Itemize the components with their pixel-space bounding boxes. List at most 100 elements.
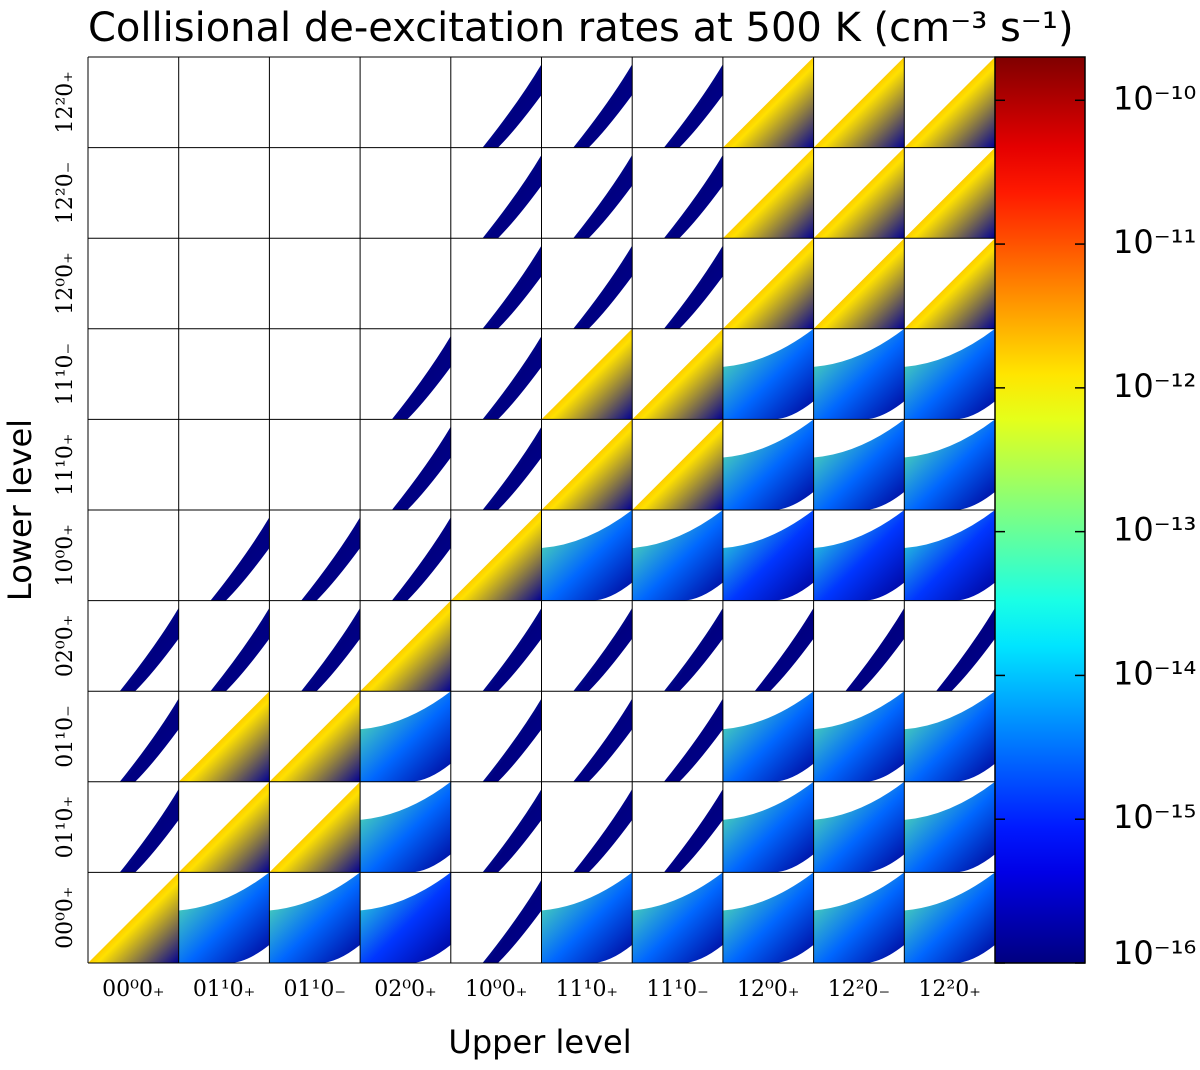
heat-cell xyxy=(722,238,814,329)
y-tick-label: 12²0₋ xyxy=(53,162,78,224)
x-tick-label: 12⁰0₊ xyxy=(737,977,799,1002)
heat-cell xyxy=(722,328,814,420)
x-tick-label: 11¹0₋ xyxy=(646,977,708,1002)
heat-cell xyxy=(632,419,723,510)
heat-cell xyxy=(663,607,723,692)
y-axis-label: Lower level xyxy=(1,419,39,601)
x-tick-label: 01¹0₋ xyxy=(284,977,346,1002)
heat-cell xyxy=(541,872,633,963)
heat-cell xyxy=(904,872,995,963)
heat-cell xyxy=(360,691,451,782)
x-tick-label: 10⁰0₊ xyxy=(465,977,527,1002)
heat-cell xyxy=(813,419,905,510)
y-tick-label: 01¹0₋ xyxy=(53,705,78,767)
heat-cell xyxy=(573,698,633,782)
heat-cell xyxy=(573,245,633,329)
heat-cell xyxy=(482,245,542,329)
heat-cell xyxy=(813,238,905,329)
colorbar-tick-label: 10⁻¹⁵ xyxy=(1113,798,1196,836)
heat-cell xyxy=(178,691,270,782)
colorbar xyxy=(994,56,1086,964)
y-tick-label: 00⁰0₊ xyxy=(53,886,78,948)
heat-cell xyxy=(904,328,995,420)
heat-cell xyxy=(360,872,451,963)
x-axis-label: Upper level xyxy=(448,1023,631,1061)
heat-cell xyxy=(482,154,542,239)
heat-cell xyxy=(573,154,633,239)
heat-cell xyxy=(88,872,179,963)
heat-cell xyxy=(722,57,814,148)
heat-cell xyxy=(178,872,270,963)
heat-cell xyxy=(391,336,451,420)
heat-cell xyxy=(450,510,542,601)
heat-cell xyxy=(722,419,814,510)
heat-cell xyxy=(722,781,814,873)
heat-cell xyxy=(482,789,542,873)
heat-cell xyxy=(360,781,451,873)
heat-cell xyxy=(722,872,814,963)
heat-cell xyxy=(632,328,723,420)
heat-cell xyxy=(813,872,905,963)
heat-cell xyxy=(210,517,270,601)
heat-cell xyxy=(360,600,451,692)
heat-cell xyxy=(813,57,905,148)
heat-cell xyxy=(663,154,723,239)
heat-cell xyxy=(541,328,633,420)
x-tick-label: 12²0₋ xyxy=(828,977,890,1002)
heat-cell xyxy=(722,147,814,239)
heat-cell xyxy=(904,781,995,873)
heat-cell xyxy=(663,698,723,782)
x-tick-label: 12²0₊ xyxy=(918,977,980,1002)
y-tick-label: 10⁰0₊ xyxy=(53,524,78,586)
heat-cell xyxy=(663,789,723,873)
heat-cell xyxy=(210,607,270,692)
heat-cell xyxy=(813,147,905,239)
heat-cell xyxy=(482,698,542,782)
colorbar-tick-label: 10⁻¹¹ xyxy=(1113,223,1196,261)
y-tick-label: 01¹0₊ xyxy=(53,796,78,858)
heat-cell xyxy=(904,691,995,782)
heat-cell xyxy=(904,238,995,329)
heat-cell xyxy=(178,781,270,873)
heat-cell xyxy=(301,517,361,601)
heat-cell xyxy=(482,607,542,692)
heat-cell xyxy=(482,336,542,420)
heat-cell xyxy=(573,64,633,148)
heat-cell xyxy=(482,879,542,963)
heat-cell xyxy=(754,607,814,692)
heat-cell xyxy=(119,698,179,782)
heat-cell xyxy=(722,510,814,601)
colorbar-tick-label: 10⁻¹⁰ xyxy=(1113,79,1196,117)
y-tick-label: 12⁰0₊ xyxy=(53,252,78,314)
heat-cell xyxy=(482,64,542,148)
heat-cell xyxy=(119,789,179,873)
y-tick-label: 02⁰0₊ xyxy=(53,615,78,677)
heat-cell xyxy=(813,510,905,601)
heat-cell xyxy=(269,691,361,782)
heat-cell xyxy=(391,517,451,601)
x-tick-label: 11¹0₊ xyxy=(556,977,618,1002)
heat-cell xyxy=(119,607,179,692)
heat-cell xyxy=(845,607,905,692)
x-tick-label: 02⁰0₊ xyxy=(374,977,436,1002)
heat-cell xyxy=(301,607,361,692)
colorbar-tick-label: 10⁻¹³ xyxy=(1113,511,1196,549)
x-tick-label: 00⁰0₊ xyxy=(102,977,164,1002)
heat-cell xyxy=(904,57,995,148)
heat-cell xyxy=(936,607,995,692)
y-tick-label: 12²0₊ xyxy=(53,71,78,133)
heat-cell xyxy=(813,328,905,420)
heat-cell xyxy=(573,789,633,873)
heat-cell xyxy=(813,691,905,782)
colorbar-tick-label: 10⁻¹² xyxy=(1113,367,1196,405)
heat-cell xyxy=(482,426,542,510)
heat-cell xyxy=(904,147,995,239)
heat-cell xyxy=(904,419,995,510)
x-tick-label: 01¹0₊ xyxy=(193,977,255,1002)
heat-cell xyxy=(632,872,723,963)
heat-cell xyxy=(722,691,814,782)
heat-cell xyxy=(541,419,633,510)
heat-cell xyxy=(269,781,361,873)
heat-cell xyxy=(269,872,361,963)
